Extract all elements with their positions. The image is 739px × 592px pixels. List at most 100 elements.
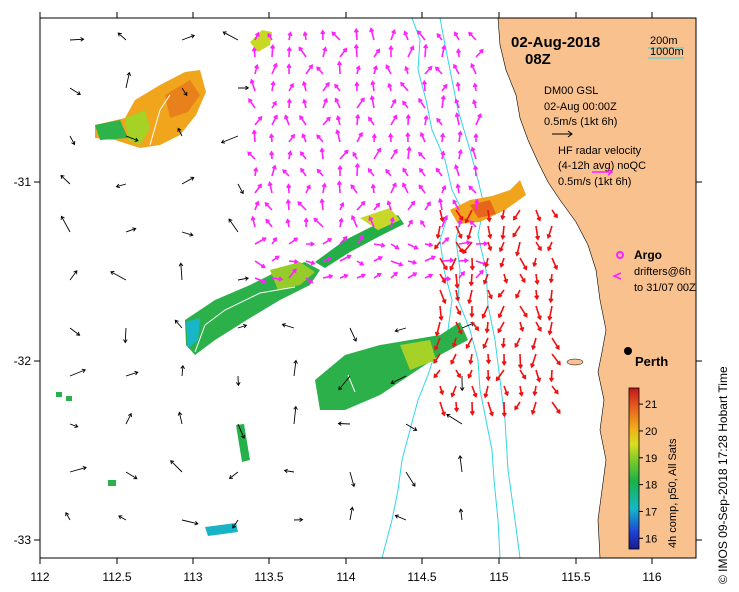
hf-arrow (322, 238, 333, 245)
hf-arrow (500, 337, 506, 349)
x-tick-label: 114.5 (407, 570, 436, 584)
model-arrow (405, 423, 418, 431)
model-arrow (405, 471, 416, 487)
hf-arrow (439, 289, 447, 305)
hf-arrow (267, 181, 273, 194)
hf-arrow (532, 257, 538, 268)
hf-arrow (305, 260, 316, 266)
hf-arrow (334, 83, 341, 92)
hf-arrow (254, 237, 267, 245)
hf-arrow (337, 164, 343, 177)
hf-arrow (440, 150, 446, 160)
hf-arrow (406, 146, 412, 160)
hf-arrow (390, 148, 398, 160)
hf-arrow (530, 353, 537, 369)
hf-arrow (313, 217, 324, 228)
hf-arrow (402, 167, 409, 177)
hf-arrow (454, 112, 460, 126)
hf-arrow (270, 44, 276, 58)
hf-arrow (404, 65, 410, 75)
hf-arrow (514, 337, 521, 348)
hf-arrow (455, 81, 461, 92)
hf-arrow (455, 321, 463, 335)
hf-arrow (322, 274, 334, 280)
hf-arrow (487, 241, 493, 252)
y-tick-label: -33 (14, 533, 32, 547)
model-current-arrows (60, 31, 475, 529)
model-arrow (349, 471, 356, 488)
hf-arrow (390, 243, 400, 250)
colorbar-tick-label: 18 (645, 480, 657, 492)
hf-arrow (481, 305, 489, 319)
hf-arrow (305, 241, 316, 247)
hf-arrow (385, 64, 392, 75)
hf-arrow (468, 31, 477, 41)
hf-arrow (419, 167, 426, 177)
hf-arrow (436, 117, 443, 126)
hf-arrow (322, 116, 331, 126)
hf-arrow (453, 31, 460, 41)
model-scale: 0.5m/s (1kt 6h) (544, 116, 617, 128)
hf-arrow (455, 289, 461, 302)
hf-arrow (457, 130, 463, 143)
hf-arrow (271, 276, 284, 282)
model-arrow (65, 511, 71, 521)
hf-arrow (407, 272, 418, 279)
hf-radar-arrows (247, 27, 561, 418)
hf-arrow (466, 225, 473, 241)
model-arrow (458, 508, 464, 521)
model-arrow (125, 471, 138, 480)
hf-arrow (369, 27, 375, 41)
depth-label-1000: 1000m (650, 46, 684, 58)
rottnest-island (566, 358, 584, 366)
hf-arrow (453, 63, 460, 75)
hf-arrow (501, 353, 507, 366)
hf-arrow (455, 369, 461, 379)
hf-arrow (424, 242, 434, 248)
hf-arrow (288, 268, 297, 279)
hf-arrow (254, 260, 266, 269)
model-arrow (69, 466, 87, 473)
hf-arrow (452, 199, 460, 211)
hf-arrow (487, 401, 494, 417)
hf-arrow (455, 48, 462, 58)
hf-arrow (288, 82, 294, 92)
hf-arrow (271, 255, 280, 262)
model-arrow (237, 423, 246, 439)
hf-arrow (519, 321, 525, 332)
hf-arrow (439, 385, 445, 396)
hf-arrow (370, 80, 376, 92)
hf-arrow (450, 385, 457, 398)
hf-arrow (455, 183, 461, 194)
hf-arrow (433, 369, 441, 379)
model-scale-arrow (552, 130, 573, 138)
hf-arrow (321, 182, 327, 194)
map-date: 02-Aug-2018 (511, 34, 600, 51)
hf-arrow (534, 289, 540, 301)
hf-arrow (484, 257, 489, 268)
hf-arrow (546, 225, 553, 240)
hf-arrow (339, 47, 348, 58)
hf-arrow (355, 113, 361, 126)
hf-arrow (441, 257, 455, 263)
perth-marker (624, 347, 632, 355)
hf-arrow (251, 129, 257, 143)
hf-arrow (388, 44, 394, 58)
hf-arrow (254, 277, 267, 284)
hf-arrow (531, 337, 537, 351)
hf-arrow (354, 81, 360, 92)
model-name: DM00 GSL (544, 85, 598, 97)
hf-arrow (515, 241, 521, 257)
hf-arrow (322, 97, 328, 109)
hf-arrow (467, 369, 473, 379)
hf-arrow (269, 133, 275, 143)
colorbar (628, 387, 640, 550)
hf-arrow (457, 148, 463, 160)
hf-arrow (435, 167, 443, 177)
hf-arrow (519, 305, 528, 318)
hf-arrow (297, 201, 307, 211)
hf-arrow (356, 234, 364, 245)
hf-arrow (286, 183, 292, 194)
hf-arrow (386, 200, 392, 211)
hf-arrow (486, 209, 492, 223)
